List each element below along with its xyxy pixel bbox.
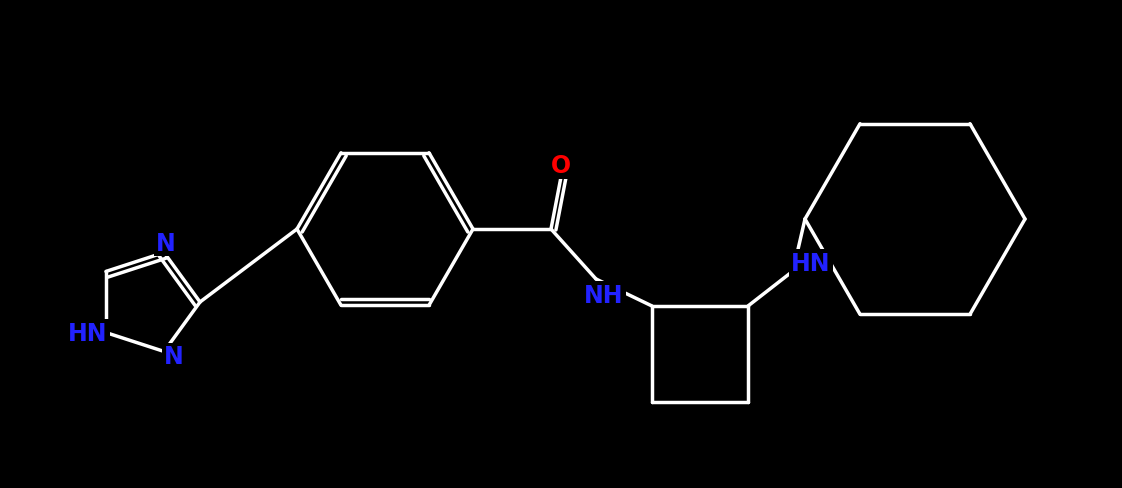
- Text: NH: NH: [585, 284, 624, 307]
- Text: O: O: [551, 154, 571, 178]
- Text: N: N: [156, 231, 176, 255]
- Text: N: N: [164, 345, 184, 369]
- Text: HN: HN: [68, 321, 108, 345]
- Text: HN: HN: [791, 251, 830, 275]
